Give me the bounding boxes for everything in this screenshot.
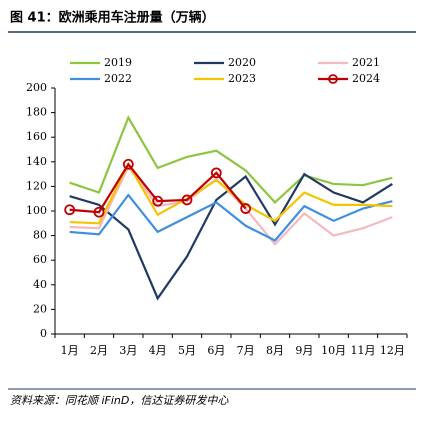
x-tick-label: 4月: [149, 344, 167, 357]
y-tick-label: 120: [26, 179, 47, 192]
marker: [122, 158, 134, 170]
marker: [93, 206, 105, 218]
y-tick-label: 100: [26, 204, 47, 217]
legend-label: 2019: [104, 56, 132, 69]
legend-label: 2022: [104, 72, 132, 85]
y-tick-label: 0: [40, 327, 47, 340]
y-tick-label: 160: [26, 130, 47, 143]
x-tick-label: 10月: [321, 344, 346, 357]
y-tick-label: 140: [26, 155, 47, 168]
source: 资料来源：同花顺 iFinD，信达证券研发中心: [10, 394, 229, 407]
marker: [64, 204, 76, 216]
y-tick-label: 80: [33, 229, 47, 242]
chart-title: 图 41：欧洲乘用车注册量（万辆）: [10, 10, 215, 26]
x-tick-label: 8月: [266, 344, 284, 357]
series-line: [69, 172, 393, 301]
legend-marker: [328, 74, 338, 84]
legend-label: 2023: [228, 72, 256, 85]
x-tick-label: 7月: [237, 344, 255, 357]
y-tick-label: 40: [33, 278, 47, 291]
y-tick-label: 200: [26, 81, 47, 94]
y-tick-label: 20: [33, 302, 47, 315]
marker: [152, 195, 164, 207]
x-tick-label: 12月: [380, 344, 405, 357]
series-line: [69, 162, 247, 214]
marker: [240, 203, 252, 214]
x-tick-label: 11月: [351, 344, 376, 357]
x-tick-label: 6月: [207, 344, 225, 357]
series-line: [69, 114, 393, 204]
legend-label: 2020: [228, 56, 256, 69]
x-tick-label: 1月: [61, 344, 79, 357]
x-tick-label: 9月: [295, 344, 313, 357]
x-tick-label: 5月: [178, 344, 196, 357]
legend-label: 2021: [352, 56, 380, 69]
marker: [181, 194, 193, 206]
x-tick-label: 3月: [119, 344, 137, 357]
y-tick-label: 180: [26, 106, 47, 119]
legend-label: 2024: [352, 72, 380, 85]
series-line: [69, 193, 393, 242]
marker: [210, 167, 222, 179]
x-tick-label: 2月: [90, 344, 108, 357]
y-tick-label: 60: [33, 253, 47, 266]
